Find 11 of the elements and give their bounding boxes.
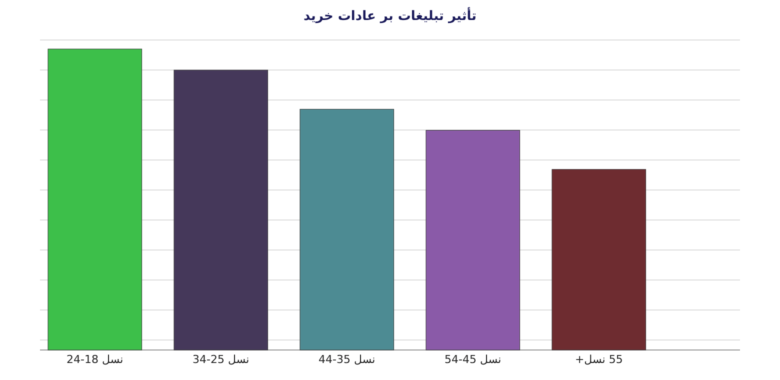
bar <box>426 130 520 350</box>
x-tick-label: نسل 45-54 <box>444 353 502 366</box>
bar <box>552 169 646 350</box>
bar <box>174 70 268 350</box>
chart-title: تأثیر تبلیغات بر عادات خرید <box>304 7 476 24</box>
bar <box>300 108 394 350</box>
x-tick-label: نسل 35-44 <box>318 353 376 366</box>
x-tick-label: نسل 25-34 <box>192 353 250 366</box>
x-tick-label: 55 نسل+ <box>574 353 623 366</box>
bar <box>48 48 142 350</box>
x-tick-label: نسل 18-24 <box>66 353 124 366</box>
